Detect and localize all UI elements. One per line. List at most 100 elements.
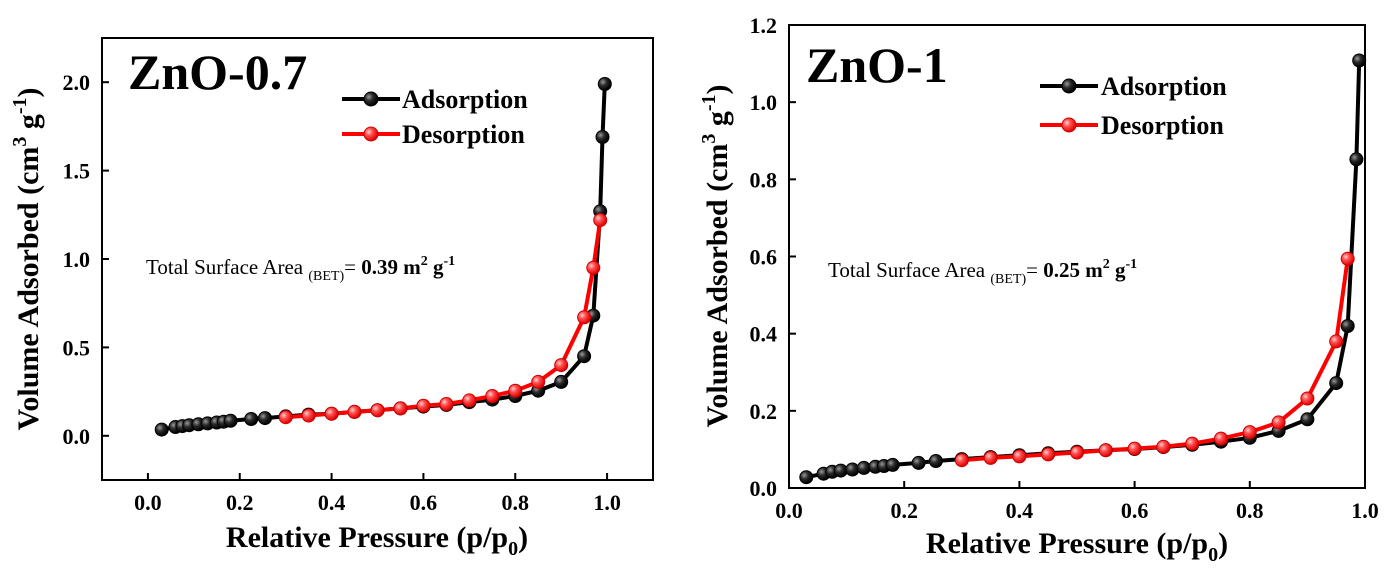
desorption-point [301,408,316,423]
bet-eq: = [1026,258,1043,282]
y-tick-label: 0.8 [750,167,778,192]
bet-sup1: 2 [421,254,428,269]
x-tick-labels: 0.0 0.2 0.4 0.6 0.8 1.0 [775,498,1379,523]
bet-unit: g [1110,258,1126,282]
adsorption-point [856,460,871,475]
adsorption-point [244,412,259,426]
desorption-point [1041,447,1056,462]
desorption-point [1300,391,1315,406]
chart-left: 0.0 0.2 0.4 0.6 0.8 1.0 0.0 0.5 1.0 1.5 2.0 ZnO-0… [9,37,654,560]
desorption-point [508,383,523,398]
y-axis-title: Volume Adsorbed (cm3 g-1) [9,87,45,430]
desorption-point [983,450,998,465]
legend-desorption-marker [363,126,379,142]
desorption-point [393,401,408,416]
x-tick-label: 0.2 [890,498,918,523]
desorption-point [586,260,601,275]
panel-title: ZnO-1 [806,37,948,93]
x-axis-title-end: ) [1218,527,1228,560]
y-axis-title-g: g [12,114,45,137]
desorption-line [961,258,1350,463]
bet-prefix: Total Surface Area [146,255,308,279]
legend-desorption-label: Desorption [402,120,525,149]
desorption-point [1271,415,1286,430]
y-axis-title-sup1: 3 [9,137,31,147]
adsorption-point [595,130,610,144]
series-group [154,77,612,437]
desorption-point [1214,431,1228,446]
desorption-point [278,410,293,425]
x-axis-title-sub: 0 [1208,544,1218,566]
desorption-point [1329,334,1344,349]
adsorption-point [577,349,592,364]
bet-sub: (BET) [308,269,344,284]
desorption-point [1340,251,1355,266]
x-axis-title-main: Relative Pressure (p/p [226,521,508,554]
legend: Adsorption Desorption [342,85,528,149]
legend-desorption-label: Desorption [1101,111,1224,140]
x-tick-label: 0.8 [1236,498,1264,523]
desorption-point [1012,449,1027,464]
adsorption-point [258,411,272,426]
adsorption-point [1349,152,1364,167]
desorption-point [954,453,969,468]
bet-sup2: -1 [443,254,455,269]
y-tick-labels: 0.0 0.5 1.0 1.5 2.0 [63,70,91,449]
desorption-point [1070,445,1084,460]
adsorption-point [1329,376,1344,391]
y-tick-label: 2.0 [63,70,91,95]
y-axis-title-end: ) [12,87,45,97]
bet-eq: = [344,255,361,279]
y-axis-title-main: Volume Adsorbed (cm [12,147,45,431]
adsorption-point [597,77,612,91]
y-axis-title-sup2: -1 [9,97,31,114]
bet-annotation: Total Surface Area (BET)= 0.39 m2 g-1 [146,254,455,284]
chart-right: 0.0 0.2 0.4 0.6 0.8 1.0 0.0 0.2 0.4 0.6 0.8 1.0 1.2… [698,13,1379,566]
y-axis-title-g: g [701,111,734,134]
bet-value: 0.39 m [361,255,421,279]
bet-prefix: Total Surface Area [828,258,990,282]
adsorption-point [845,462,860,477]
desorption-point [1185,436,1200,451]
x-tick-label: 0.6 [1121,498,1149,523]
x-tick-labels: 0.0 0.2 0.4 0.6 0.8 1.0 [134,490,621,515]
x-tick-label: 0.0 [775,498,803,523]
y-tick-label: 1.2 [750,13,778,38]
desorption-point [1242,425,1257,440]
y-axis-title-end: ) [701,84,734,94]
x-tick-label: 0.4 [1006,498,1034,523]
desorption-point [347,404,362,419]
y-axis-title-sup2: -1 [698,94,720,111]
legend-adsorption-marker [363,91,379,107]
y-axis-title-sup1: 3 [698,134,720,144]
adsorption-point [833,463,848,478]
adsorption-point [1300,412,1315,427]
y-tick-labels: 0.0 0.2 0.4 0.6 0.8 1.0 1.2 [750,13,778,501]
adsorption-point [554,374,569,389]
legend-adsorption-label: Adsorption [402,85,528,114]
y-tick-label: 0.2 [750,399,778,424]
desorption-point [462,393,477,408]
x-axis-title-sub: 0 [508,538,518,560]
x-tick-label: 0.2 [226,490,254,515]
x-tick-label: 0.4 [318,490,346,515]
bet-sup1: 2 [1103,257,1110,272]
adsorption-point [799,470,814,485]
desorption-point [593,213,608,228]
bet-annotation: Total Surface Area (BET)= 0.25 m2 g-1 [828,257,1137,287]
adsorption-point [1352,53,1367,68]
desorption-line [285,219,603,420]
tick-marks [102,81,609,480]
desorption-point [439,397,454,411]
desorption-point [1156,439,1171,454]
x-axis-title: Relative Pressure (p/p0) [926,527,1228,566]
desorption-point [554,358,569,373]
y-tick-label: 0.0 [750,476,778,501]
x-tick-label: 0.6 [410,490,438,515]
desorption-point [416,398,431,413]
y-tick-label: 0.6 [750,245,778,270]
desorption-point [370,403,385,418]
x-axis-title: Relative Pressure (p/p0) [226,521,528,560]
y-tick-label: 0.4 [750,322,778,347]
x-tick-label: 1.0 [593,490,621,515]
